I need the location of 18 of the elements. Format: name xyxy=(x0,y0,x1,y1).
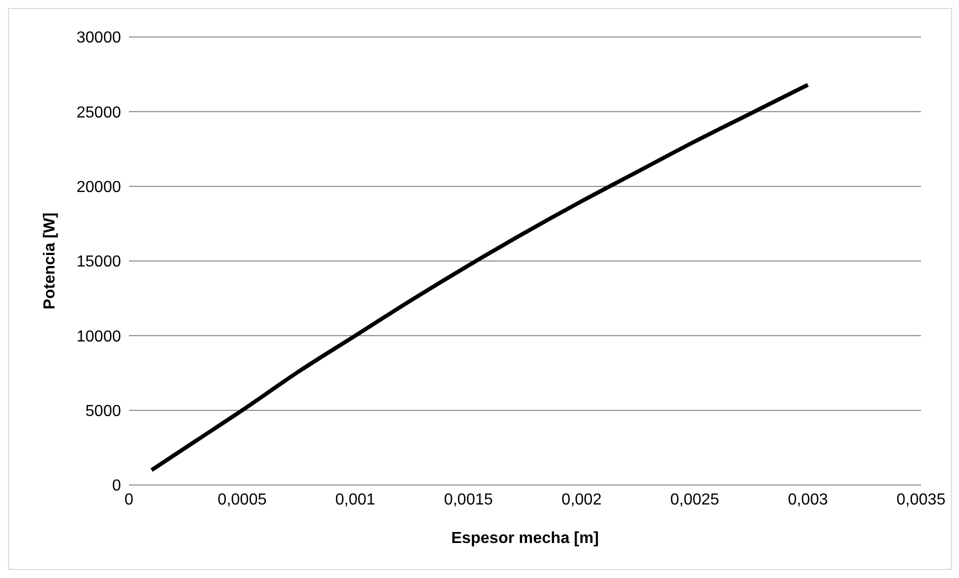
x-tick-label: 0,0025 xyxy=(670,491,720,508)
y-tick-label: 0 xyxy=(112,478,122,495)
x-tick-label: 0,0005 xyxy=(218,491,267,508)
y-tick-label: 10000 xyxy=(76,328,122,346)
x-tick-label: 0,002 xyxy=(562,491,602,508)
y-axis-title: Potencia [W] xyxy=(42,212,59,310)
y-tick-label: 30000 xyxy=(76,30,122,47)
y-tick-label: 5000 xyxy=(85,403,122,420)
x-tick-label: 0 xyxy=(124,491,134,508)
y-tick-label: 15000 xyxy=(76,254,122,271)
y-tick-label: 20000 xyxy=(76,179,122,196)
x-tick-label: 0,0015 xyxy=(444,491,493,508)
x-tick-label: 0,003 xyxy=(788,491,828,508)
x-tick-label: 0,001 xyxy=(335,491,376,508)
y-tick-label: 25000 xyxy=(76,104,122,122)
x-tick-label: 0,0035 xyxy=(896,491,946,508)
x-axis-title: Espesor mecha [m] xyxy=(451,530,599,547)
line-series xyxy=(150,82,810,472)
